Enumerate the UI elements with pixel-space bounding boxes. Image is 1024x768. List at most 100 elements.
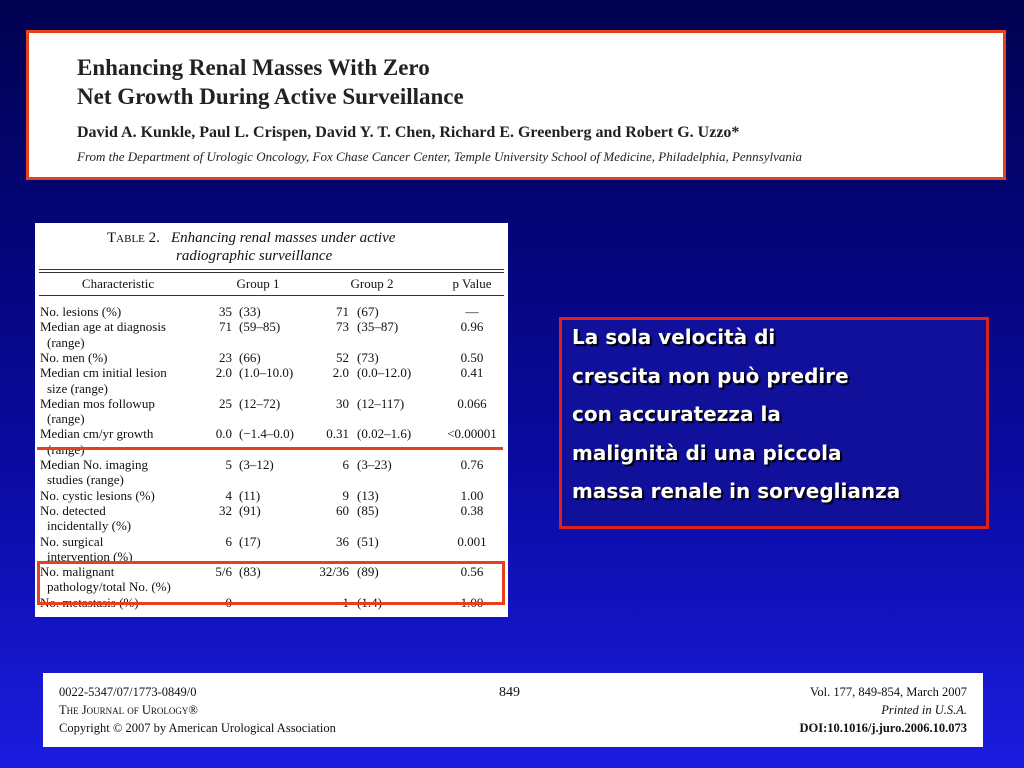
cell: 36 (336, 533, 349, 549)
table-label: Table 2. (107, 230, 160, 247)
cell: (12–72) (239, 395, 281, 411)
callout-line: crescita non può predire (572, 363, 849, 388)
paper-title: Net Growth During Active Surveillance (77, 84, 464, 109)
highlight-line (37, 447, 503, 450)
column-header: p Value (452, 276, 492, 291)
row-label: Median No. imaging (40, 457, 148, 472)
cell: (35–87) (357, 319, 399, 335)
rule (39, 295, 504, 296)
column-header: Characteristic (81, 276, 155, 291)
cell: (0.0–12.0) (357, 365, 412, 381)
cell: 0.066 (457, 395, 487, 411)
cell: 23 (219, 349, 232, 365)
row-label: Median cm/yr growth (40, 426, 154, 442)
cell: (3–12) (239, 457, 274, 472)
cell: 30 (336, 395, 349, 411)
cell: (51) (357, 533, 379, 549)
cell: 60 (336, 502, 349, 518)
row-label: No. surgical (40, 533, 104, 549)
cell: (0.02–1.6) (357, 426, 412, 442)
footer-right: Printed in U.S.A. (881, 703, 967, 717)
cell: — (465, 304, 479, 319)
table-number: Table 2. (107, 230, 160, 246)
table-caption: radiographic surveillance (176, 248, 333, 264)
footer-right: Vol. 177, 849-854, March 2007 (809, 685, 967, 699)
cell: 2.0 (215, 365, 232, 381)
cell: (33) (239, 304, 261, 319)
paper-footer: 0022-5347/07/1773-0849/0 The Journal of … (43, 673, 983, 747)
cell: (−1.4–0.0) (239, 426, 294, 442)
cell: 32 (219, 502, 232, 518)
affiliation: From the Department of Urologic Oncology… (77, 149, 802, 164)
row-label: intervention (%) (47, 548, 133, 564)
page-number: 849 (499, 685, 520, 700)
cell: 25 (219, 395, 232, 411)
rule (39, 269, 504, 270)
cell: 9 (342, 487, 350, 503)
results-table: Table 2. Enhancing renal masses under ac… (35, 223, 508, 617)
footer-left: 0022-5347/07/1773-0849/0 (59, 685, 197, 699)
cell: (3–23) (357, 457, 392, 472)
cell: 5 (225, 457, 233, 472)
cell: 0.001 (457, 533, 487, 549)
cell: 5/6 (215, 564, 232, 580)
cell: (83) (239, 564, 261, 580)
cell: 1.00 (460, 487, 484, 503)
paper-header: Enhancing Renal Masses With Zero Net Gro… (26, 30, 1006, 180)
footer-left: Copyright © 2007 by American Urological … (59, 721, 336, 735)
cell: 0.31 (326, 426, 349, 442)
cell: <0.00001 (447, 426, 497, 442)
column-header: Group 1 (236, 276, 280, 291)
cell: 2.0 (332, 365, 349, 381)
row-label: size (range) (47, 380, 108, 396)
callout-line: massa renale in sorveglianza (572, 479, 901, 503)
row-label: No. malignant (40, 564, 115, 580)
cell: 0.41 (460, 365, 484, 381)
cell: (73) (357, 349, 379, 365)
cell: 0.38 (460, 502, 484, 518)
row-label: Median cm initial lesion (40, 365, 167, 381)
cell: (17) (239, 533, 261, 549)
row-label: (range) (47, 334, 85, 350)
cell: (67) (357, 304, 379, 319)
cell: (11) (239, 487, 261, 503)
cell: (66) (239, 349, 261, 365)
cell: (1.0–10.0) (239, 365, 294, 381)
callout-line: malignità di una piccola (572, 440, 842, 465)
cell: 32/36 (319, 564, 349, 580)
footer-left: The Journal of Urology® (59, 703, 198, 717)
row-label: incidentally (%) (47, 518, 132, 534)
row-label: Median mos followup (40, 395, 155, 411)
row-label: pathology/total No. (%) (47, 579, 171, 595)
row-label: studies (range) (47, 472, 124, 488)
cell: (59–85) (239, 319, 281, 335)
callout: La sola velocità di crescita non può pred… (559, 317, 989, 529)
cell: (91) (239, 502, 261, 518)
column-header: Group 2 (350, 276, 394, 291)
row-label: No. cystic lesions (%) (40, 487, 155, 503)
cell: 0.50 (460, 349, 484, 365)
row-label: No. men (%) (40, 349, 108, 365)
callout-line: con accuratezza la (572, 402, 781, 426)
cell: (85) (357, 502, 379, 518)
cell: 35 (219, 304, 232, 319)
table-caption: Enhancing renal masses under active (171, 230, 396, 246)
paper-title: Enhancing Renal Masses With Zero (77, 55, 430, 80)
cell: 52 (336, 349, 349, 365)
highlight-box (37, 561, 505, 605)
row-label: No. lesions (%) (40, 304, 122, 319)
footer-right: DOI:10.1016/j.juro.2006.10.073 (799, 721, 967, 735)
cell: (12–117) (357, 395, 405, 411)
cell: 73 (336, 319, 349, 335)
cell: 0.96 (460, 319, 484, 335)
cell: 6 (225, 533, 233, 549)
authors: David A. Kunkle, Paul L. Crispen, David … (77, 124, 740, 141)
cell: 4 (225, 487, 233, 503)
cell: 0.0 (215, 426, 232, 442)
cell: 0.56 (460, 564, 484, 580)
cell: (89) (357, 564, 379, 580)
cell: 6 (342, 457, 350, 472)
cell: (13) (357, 487, 379, 503)
row-label: Median age at diagnosis (40, 319, 166, 335)
